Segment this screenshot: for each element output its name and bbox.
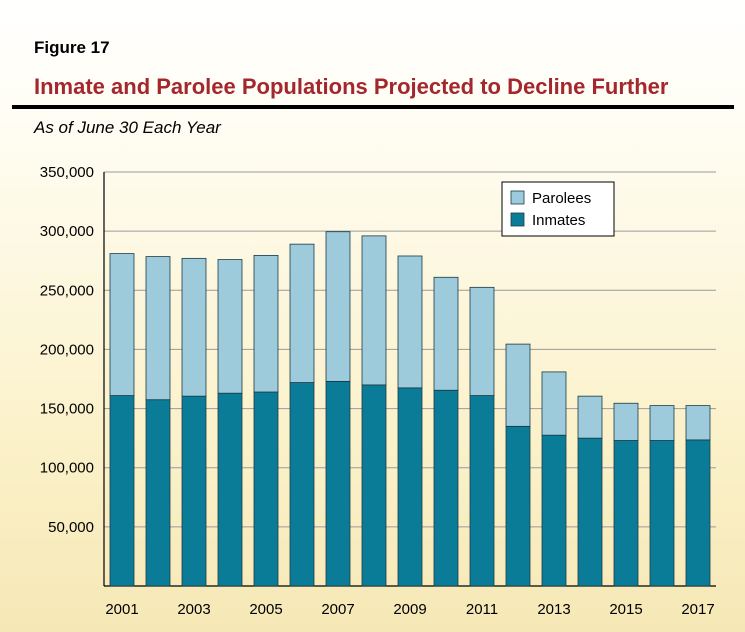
x-tick-label: 2005 xyxy=(249,601,282,618)
bar-parolees xyxy=(289,243,315,383)
bar-inmates xyxy=(181,395,207,587)
legend-label: Parolees xyxy=(532,190,591,207)
x-tick-label: 2013 xyxy=(537,601,570,618)
title-rule xyxy=(12,105,734,109)
bar-parolees xyxy=(181,257,207,397)
x-tick-label: 2017 xyxy=(681,601,714,618)
bar-inmates xyxy=(397,387,423,587)
bar-parolees xyxy=(361,235,387,386)
y-tick-label: 100,000 xyxy=(40,460,94,477)
x-tick-label: 2003 xyxy=(177,601,210,618)
bar-inmates xyxy=(649,440,675,587)
bar-inmates xyxy=(145,399,171,587)
bar-parolees xyxy=(217,259,243,394)
bar-inmates xyxy=(109,395,135,587)
x-tick-label: 2011 xyxy=(466,601,498,618)
bar-inmates xyxy=(289,382,315,587)
bar-parolees xyxy=(541,371,567,436)
bar-inmates xyxy=(541,434,567,587)
bar-parolees xyxy=(613,402,639,441)
bar-parolees xyxy=(253,254,279,393)
bar-parolees xyxy=(469,286,495,396)
bar-inmates xyxy=(433,389,459,587)
y-tick-label: 150,000 xyxy=(40,401,94,418)
bar-parolees xyxy=(577,395,603,439)
bar-inmates xyxy=(325,380,351,587)
y-tick-label: 200,000 xyxy=(40,341,94,358)
x-tick-label: 2009 xyxy=(393,601,426,618)
legend-swatch xyxy=(510,212,525,227)
bar-inmates xyxy=(577,437,603,587)
bar-inmates xyxy=(469,395,495,587)
figure-label: Figure 17 xyxy=(34,38,110,57)
bar-parolees xyxy=(397,255,423,389)
chart-title: Inmate and Parolee Populations Projected… xyxy=(34,74,669,99)
y-tick-label: 50,000 xyxy=(48,519,94,536)
x-tick-label: 2001 xyxy=(105,601,138,618)
bar-inmates xyxy=(217,392,243,587)
bar-inmates xyxy=(253,391,279,587)
x-tick-label: 2015 xyxy=(609,601,642,618)
x-tick-label: 2007 xyxy=(321,601,354,618)
bar-parolees xyxy=(505,343,531,427)
bar-parolees xyxy=(145,256,171,401)
y-tick-label: 300,000 xyxy=(40,223,94,240)
legend-label: Inmates xyxy=(532,212,585,229)
bar-parolees xyxy=(325,231,351,382)
legend-swatch xyxy=(510,190,525,205)
bar-parolees xyxy=(685,405,711,441)
bar-parolees xyxy=(433,276,459,391)
bar-inmates xyxy=(685,439,711,587)
y-tick-label: 250,000 xyxy=(40,282,94,299)
chart-subtitle: As of June 30 Each Year xyxy=(34,118,221,137)
bar-inmates xyxy=(505,425,531,587)
bar-parolees xyxy=(649,405,675,441)
bar-inmates xyxy=(361,384,387,587)
bar-parolees xyxy=(109,253,135,396)
bar-inmates xyxy=(613,440,639,587)
y-tick-label: 350,000 xyxy=(40,164,94,181)
